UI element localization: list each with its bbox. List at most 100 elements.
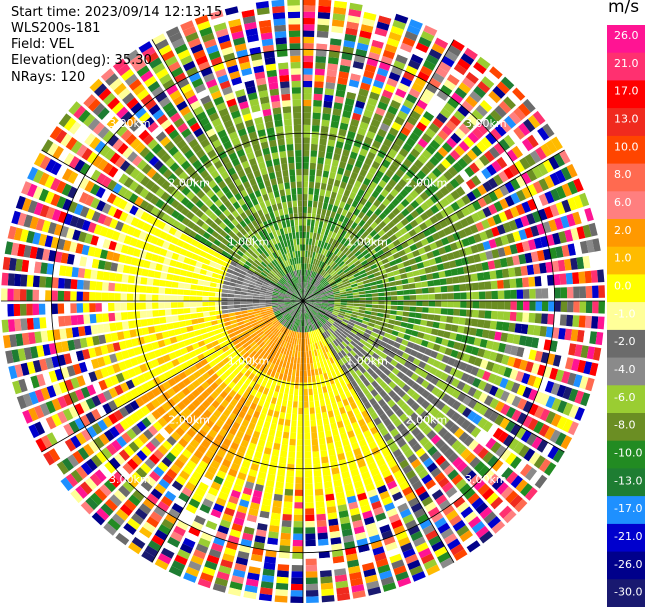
velocity-gate [145,302,153,310]
velocity-gate [215,288,223,293]
velocity-gate [368,195,376,204]
velocity-gate [358,88,369,97]
velocity-gate [304,275,306,283]
velocity-gate [421,313,429,320]
velocity-gate [303,61,313,69]
velocity-gate [463,118,475,131]
velocity-gate [470,273,478,282]
velocity-gate [349,2,363,12]
velocity-gate [324,424,331,432]
velocity-gate [390,291,398,296]
velocity-gate [329,524,340,533]
velocity-gate [485,132,497,145]
velocity-gate [527,114,541,129]
velocity-gate [481,167,492,180]
velocity-gate [333,226,340,234]
velocity-gate [146,278,154,286]
velocity-gate [418,180,428,191]
velocity-gate [492,214,502,225]
velocity-gate [303,112,311,119]
velocity-gate [395,153,406,163]
velocity-gate [480,136,493,149]
velocity-gate [443,226,452,236]
velocity-gate [303,87,312,94]
velocity-gate [403,232,412,241]
velocity-gate [347,234,354,242]
velocity-gate [573,195,584,209]
velocity-gate [308,244,312,252]
velocity-gate [458,317,466,325]
velocity-gate [315,49,327,57]
velocity-gate [360,82,371,91]
velocity-gate [311,287,317,293]
velocity-gate [366,256,374,263]
velocity-gate [499,198,509,210]
velocity-gate [338,261,345,267]
velocity-gate [458,229,467,239]
velocity-gate [70,279,78,290]
velocity-gate [291,565,303,572]
velocity-gate [489,66,503,80]
velocity-gate [145,294,153,301]
velocity-gate [328,278,335,284]
velocity-gate [385,169,395,178]
velocity-gate [560,301,568,313]
velocity-gate [303,143,310,151]
velocity-gate [358,219,366,227]
velocity-gate [329,416,336,424]
velocity-gate [76,303,84,313]
velocity-gate [327,512,338,520]
velocity-gate [326,275,333,281]
velocity-gate [598,285,605,298]
velocity-gate [120,283,128,292]
velocity-gate [303,219,307,226]
velocity-gate [171,315,179,322]
velocity-gate [419,93,432,105]
velocity-gate [475,221,485,232]
velocity-gate [304,483,313,490]
velocity-gate [597,316,605,330]
velocity-gate [337,235,344,243]
velocity-gate [473,85,487,99]
velocity-gate [506,149,518,162]
velocity-gate [479,301,486,309]
velocity-gate [316,412,322,420]
velocity-gate [504,301,511,310]
velocity-gate [297,357,300,364]
velocity-gate [320,214,325,222]
velocity-gate [346,293,353,296]
velocity-gate [121,274,129,283]
velocity-gate [535,288,543,299]
velocity-gate [328,448,336,457]
velocity-gate [447,301,454,308]
velocity-gate [338,71,349,79]
velocity-gate [307,292,313,297]
velocity-gate [444,182,455,193]
velocity-gate [516,289,524,299]
velocity-gate [422,111,435,122]
velocity-gate [401,208,410,217]
velocity-gate [320,241,325,248]
velocity-gate [378,305,385,309]
velocity-gate [443,102,456,114]
velocity-gate [510,289,517,299]
velocity-gate [317,24,330,32]
velocity-gate [345,211,353,219]
velocity-gate [352,292,360,296]
velocity-gate [213,268,221,274]
velocity-gate [303,99,312,107]
velocity-gate [269,518,280,527]
velocity-gate [567,197,578,211]
velocity-gate [382,225,391,233]
velocity-gate [497,290,505,299]
velocity-gate [370,118,381,128]
velocity-gate [350,213,357,222]
velocity-gate [370,263,378,270]
velocity-gate [314,252,319,259]
velocity-gate [527,324,535,335]
velocity-gate [308,293,314,298]
velocity-gate [221,301,228,306]
velocity-gate [476,171,487,183]
velocity-gate [351,112,362,121]
velocity-gate [354,232,362,240]
